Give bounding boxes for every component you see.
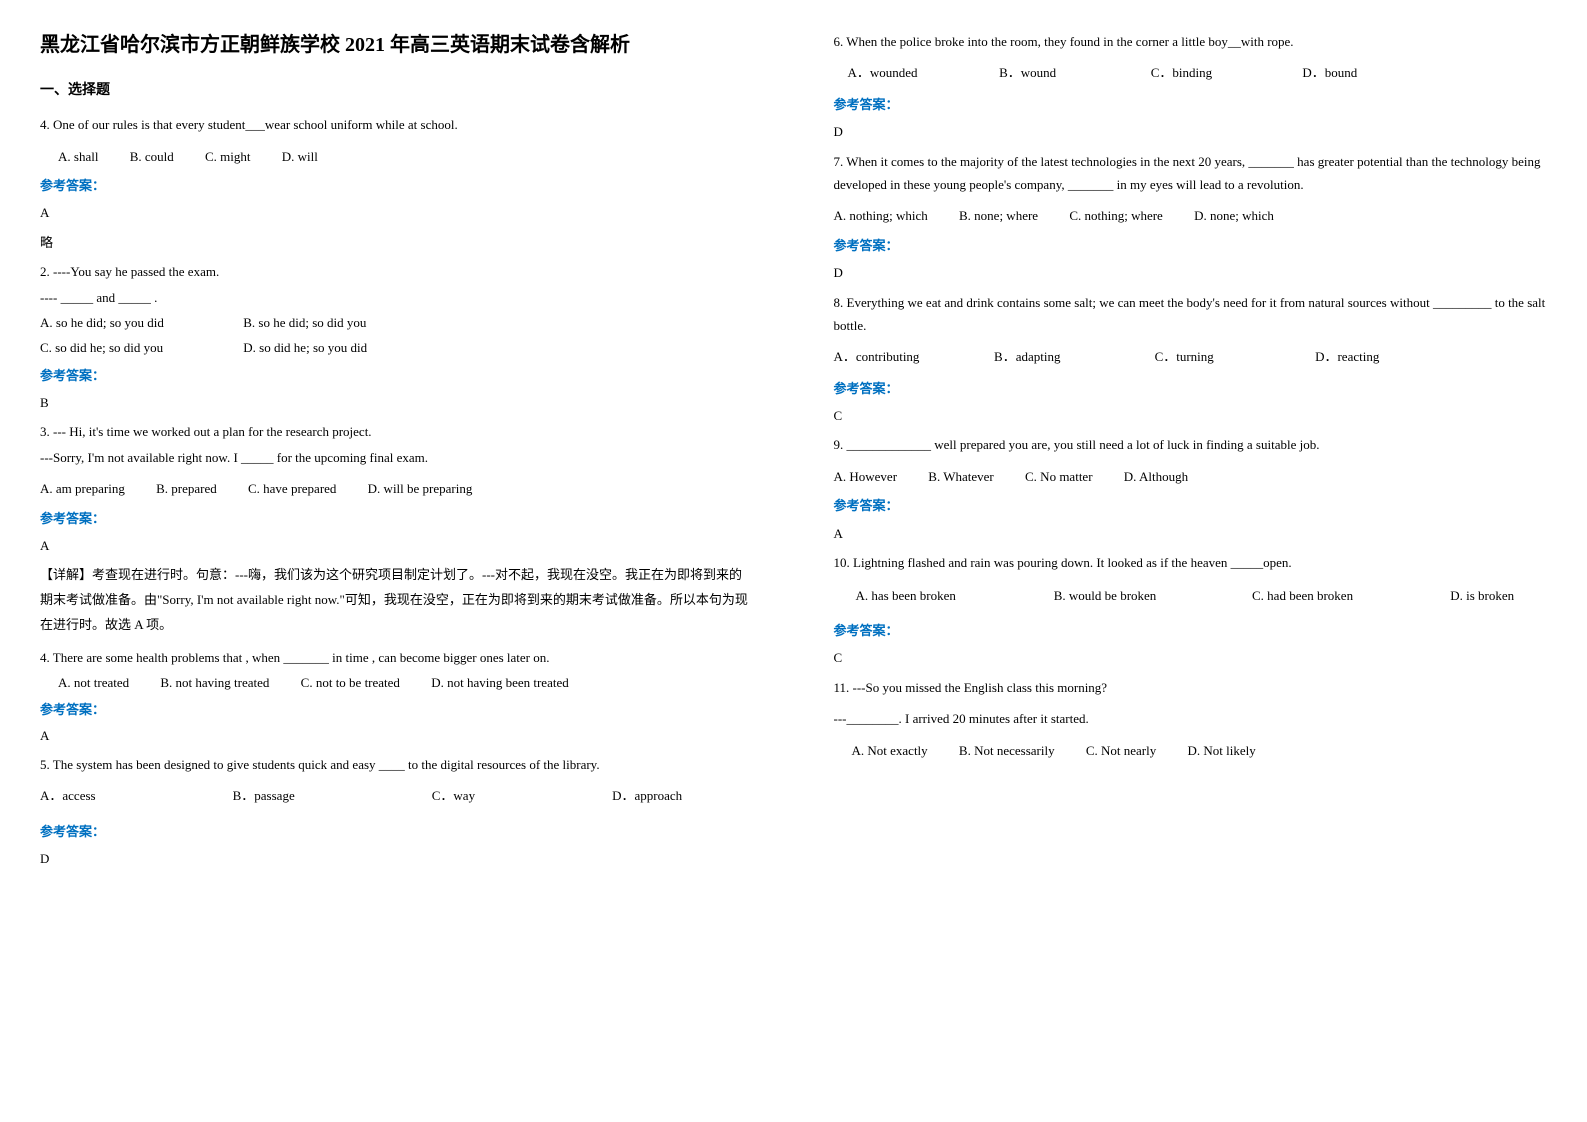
question-4: 4. One of our rules is that every studen… bbox=[40, 113, 754, 136]
question-5-options: A．access B．passage C．way D．approach bbox=[40, 784, 682, 807]
option-b: B. could bbox=[130, 149, 174, 164]
question-8-answer: C bbox=[834, 404, 1548, 427]
option-d: D. not having been treated bbox=[431, 675, 569, 690]
question-4-answer: A bbox=[40, 201, 754, 224]
option-c: C. not to be treated bbox=[301, 675, 400, 690]
option-a: A. shall bbox=[58, 149, 98, 164]
option-b: B. prepared bbox=[156, 481, 217, 496]
question-6-options: A．wounded B．wound C．binding D．bound bbox=[848, 61, 1454, 84]
answer-label: 参考答案： bbox=[834, 93, 1548, 116]
option-a: A．access bbox=[40, 784, 96, 807]
question-11-line2: ---________. I arrived 20 minutes after … bbox=[834, 707, 1548, 730]
question-2-options: A. so he did; so you did B. so he did; s… bbox=[40, 311, 754, 334]
answer-label: 参考答案： bbox=[834, 234, 1548, 257]
question-2-answer: B bbox=[40, 391, 754, 414]
option-a: A. has been broken bbox=[856, 582, 1051, 611]
question-9-options: A. However B. Whatever C. No matter D. A… bbox=[834, 465, 1548, 488]
option-c: C. had been broken bbox=[1252, 582, 1447, 611]
option-d: D. is broken bbox=[1450, 588, 1514, 603]
option-b: B．wound bbox=[999, 61, 1151, 84]
left-column: 黑龙江省哈尔滨市方正朝鲜族学校 2021 年高三英语期末试卷含解析 一、选择题 … bbox=[0, 0, 794, 1122]
question-4b-options: A. not treated B. not having treated C. … bbox=[58, 671, 754, 694]
question-11-line1: 11. ---So you missed the English class t… bbox=[834, 676, 1548, 699]
question-8: 8. Everything we eat and drink contains … bbox=[834, 291, 1548, 338]
option-a: A. am preparing bbox=[40, 481, 125, 496]
option-b: B. Not necessarily bbox=[959, 743, 1055, 758]
question-4-options: A. shall B. could C. might D. will bbox=[58, 145, 754, 168]
question-9: 9. _____________ well prepared you are, … bbox=[834, 433, 1548, 456]
option-c: C. Not nearly bbox=[1086, 743, 1156, 758]
question-9-answer: A bbox=[834, 522, 1548, 545]
option-c: C. so did he; so did you bbox=[40, 336, 240, 359]
question-2-line2: ---- _____ and _____ . bbox=[40, 286, 754, 309]
question-4-detail: 略 bbox=[40, 231, 754, 254]
answer-label: 参考答案： bbox=[40, 820, 754, 843]
option-d: D. none; which bbox=[1194, 208, 1274, 223]
option-b: B. not having treated bbox=[160, 675, 269, 690]
answer-label: 参考答案： bbox=[834, 494, 1548, 517]
option-b: B. Whatever bbox=[928, 469, 993, 484]
question-7-options: A. nothing; which B. none; where C. noth… bbox=[834, 204, 1548, 227]
option-c: C．turning bbox=[1155, 345, 1316, 368]
option-c: C. nothing; where bbox=[1069, 208, 1163, 223]
option-d: D. Although bbox=[1124, 469, 1188, 484]
answer-label: 参考答案： bbox=[40, 174, 754, 197]
option-a: A. not treated bbox=[58, 675, 129, 690]
option-a: A. Not exactly bbox=[852, 743, 928, 758]
option-b: B．adapting bbox=[994, 345, 1155, 368]
option-d: D. so did he; so you did bbox=[243, 340, 367, 355]
question-11-options: A. Not exactly B. Not necessarily C. Not… bbox=[852, 739, 1548, 762]
answer-label: 参考答案： bbox=[40, 507, 754, 530]
question-7: 7. When it comes to the majority of the … bbox=[834, 150, 1548, 197]
question-10-answer: C bbox=[834, 646, 1548, 669]
question-2-options-2: C. so did he; so did you D. so did he; s… bbox=[40, 336, 754, 359]
answer-label: 参考答案： bbox=[40, 364, 754, 387]
option-b: B. so he did; so did you bbox=[243, 315, 366, 330]
question-3-line1: 3. --- Hi, it's time we worked out a pla… bbox=[40, 420, 754, 443]
option-a: A. nothing; which bbox=[834, 208, 928, 223]
option-a: A．wounded bbox=[848, 61, 1000, 84]
option-d: D. will be preparing bbox=[368, 481, 473, 496]
question-7-answer: D bbox=[834, 261, 1548, 284]
option-d: D. will bbox=[282, 149, 318, 164]
option-a: A. However bbox=[834, 469, 898, 484]
right-column: 6. When the police broke into the room, … bbox=[794, 0, 1587, 1122]
option-c: C．way bbox=[432, 784, 475, 807]
option-b: B. none; where bbox=[959, 208, 1038, 223]
question-4b: 4. There are some health problems that ,… bbox=[40, 646, 754, 669]
answer-label: 参考答案： bbox=[834, 377, 1548, 400]
option-c: C. have prepared bbox=[248, 481, 336, 496]
question-3-line2: ---Sorry, I'm not available right now. I… bbox=[40, 446, 754, 469]
question-6: 6. When the police broke into the room, … bbox=[834, 30, 1548, 53]
answer-label: 参考答案： bbox=[40, 698, 754, 721]
option-d: D．reacting bbox=[1315, 345, 1476, 368]
option-c: C. No matter bbox=[1025, 469, 1093, 484]
option-d: D．bound bbox=[1302, 61, 1454, 84]
question-8-options: A．contributing B．adapting C．turning D．re… bbox=[834, 345, 1476, 368]
option-d: D．approach bbox=[612, 784, 682, 807]
question-10-options: A. has been broken B. would be broken C.… bbox=[856, 582, 1548, 611]
option-a: A．contributing bbox=[834, 345, 995, 368]
question-6-answer: D bbox=[834, 120, 1548, 143]
question-5-answer: D bbox=[40, 847, 754, 870]
option-c: C．binding bbox=[1151, 61, 1303, 84]
page-title: 黑龙江省哈尔滨市方正朝鲜族学校 2021 年高三英语期末试卷含解析 bbox=[40, 30, 754, 60]
section-heading: 一、选择题 bbox=[40, 78, 754, 103]
question-3-answer: A bbox=[40, 534, 754, 557]
answer-label: 参考答案： bbox=[834, 619, 1548, 642]
option-b: B. would be broken bbox=[1054, 582, 1249, 611]
option-d: D. Not likely bbox=[1188, 743, 1256, 758]
question-10: 10. Lightning flashed and rain was pouri… bbox=[834, 551, 1548, 574]
question-5: 5. The system has been designed to give … bbox=[40, 753, 754, 776]
question-3-detail: 【详解】考查现在进行时。句意：---嗨，我们该为这个研究项目制定计划了。---对… bbox=[40, 563, 754, 637]
question-3-options: A. am preparing B. prepared C. have prep… bbox=[40, 477, 754, 500]
question-2-line1: 2. ----You say he passed the exam. bbox=[40, 260, 754, 283]
question-4b-answer: A bbox=[40, 724, 754, 747]
option-c: C. might bbox=[205, 149, 251, 164]
option-a: A. so he did; so you did bbox=[40, 311, 240, 334]
option-b: B．passage bbox=[233, 784, 295, 807]
